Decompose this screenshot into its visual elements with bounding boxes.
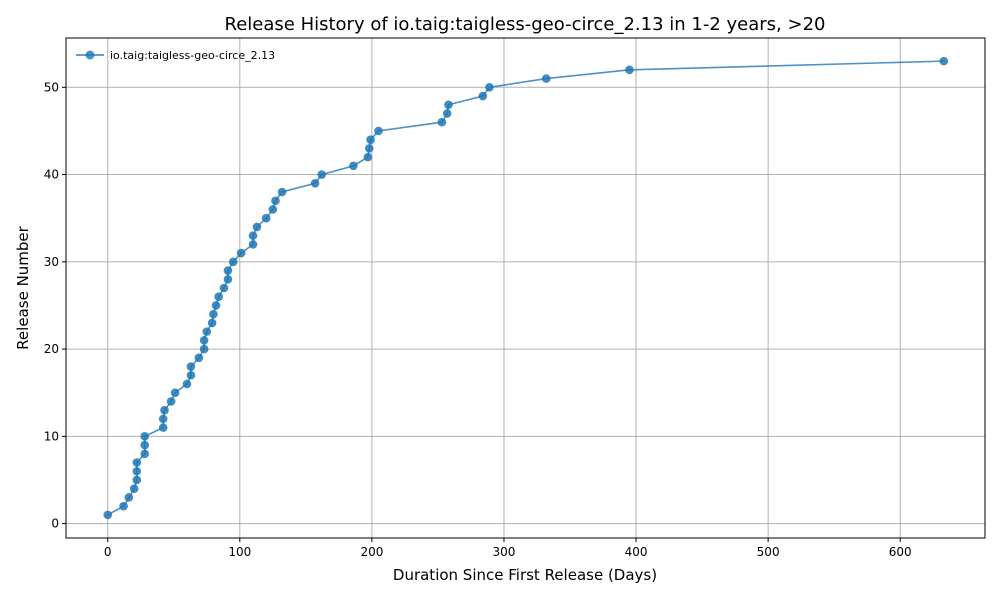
- data-point: [166, 397, 176, 406]
- data-point: [442, 109, 452, 118]
- x-tick-label: 200: [360, 545, 383, 559]
- data-point: [437, 117, 447, 127]
- y-tick-label: 40: [44, 168, 59, 182]
- data-point: [219, 283, 229, 293]
- data-point: [211, 301, 221, 310]
- x-tick-label: 400: [625, 545, 648, 559]
- data-point: [268, 205, 278, 214]
- y-axis-ticks: 0 10 20 30 40 50: [44, 80, 66, 531]
- x-axis-label: Duration Since First Release (Days): [393, 566, 657, 584]
- data-point: [478, 91, 488, 101]
- y-tick-label: 10: [44, 429, 59, 443]
- data-point: [207, 318, 217, 328]
- data-point: [199, 336, 209, 345]
- data-point: [364, 144, 374, 153]
- data-point: [236, 248, 246, 258]
- y-tick-label: 20: [44, 342, 59, 356]
- data-point: [124, 493, 134, 502]
- data-point: [444, 100, 453, 110]
- x-tick-label: 100: [228, 545, 251, 559]
- data-point: [103, 510, 113, 520]
- data-point: [625, 65, 634, 75]
- data-point: [541, 74, 551, 83]
- data-point: [485, 83, 494, 92]
- data-point: [939, 56, 949, 66]
- x-tick-label: 0: [104, 545, 112, 559]
- series-layer: [103, 56, 949, 520]
- plot-frame: [65, 37, 986, 539]
- x-axis-ticks: 0 100 200 300 400 500 600: [104, 538, 912, 559]
- data-point: [223, 274, 233, 284]
- data-point: [140, 432, 150, 441]
- data-point: [186, 362, 196, 371]
- data-point: [186, 370, 196, 380]
- x-tick-label: 300: [493, 545, 516, 559]
- data-point: [140, 449, 150, 459]
- data-point: [374, 126, 383, 136]
- data-point: [252, 222, 262, 232]
- data-point: [170, 388, 180, 398]
- data-point: [214, 292, 223, 302]
- data-point: [277, 187, 287, 197]
- legend-entry-label: io.taig:taigless-geo-circe_2.13: [110, 49, 275, 62]
- y-tick-label: 50: [44, 80, 59, 94]
- data-point: [363, 152, 373, 162]
- x-tick-label: 500: [757, 545, 780, 559]
- x-tick-label: 600: [889, 545, 912, 559]
- legend-marker-swatch: [85, 50, 95, 60]
- data-point: [317, 170, 327, 179]
- data-point: [310, 178, 320, 188]
- data-point: [248, 231, 258, 240]
- data-point: [119, 501, 128, 511]
- y-tick-label: 30: [44, 255, 59, 269]
- y-tick-label: 0: [51, 517, 59, 531]
- data-point: [132, 475, 142, 485]
- data-point: [158, 414, 168, 424]
- chart-title: Release History of io.taig:taigless-geo-…: [225, 14, 826, 35]
- data-point: [261, 213, 271, 223]
- data-point: [209, 309, 218, 319]
- data-point: [366, 135, 375, 144]
- y-axis-label: Release Number: [14, 225, 32, 349]
- data-point: [129, 484, 139, 493]
- data-point: [160, 405, 169, 415]
- grid-lines: [66, 38, 985, 538]
- legend: io.taig:taigless-geo-circe_2.13: [76, 49, 275, 62]
- data-point: [182, 379, 192, 389]
- data-point: [132, 458, 142, 467]
- data-point: [248, 240, 258, 249]
- data-point: [349, 161, 358, 171]
- data-point: [132, 466, 142, 476]
- data-point: [202, 327, 212, 336]
- data-point: [158, 423, 168, 432]
- data-point: [223, 266, 233, 275]
- data-point: [228, 257, 238, 267]
- data-point: [140, 440, 150, 450]
- data-point: [199, 344, 209, 354]
- data-point: [194, 353, 204, 363]
- data-point: [271, 196, 280, 206]
